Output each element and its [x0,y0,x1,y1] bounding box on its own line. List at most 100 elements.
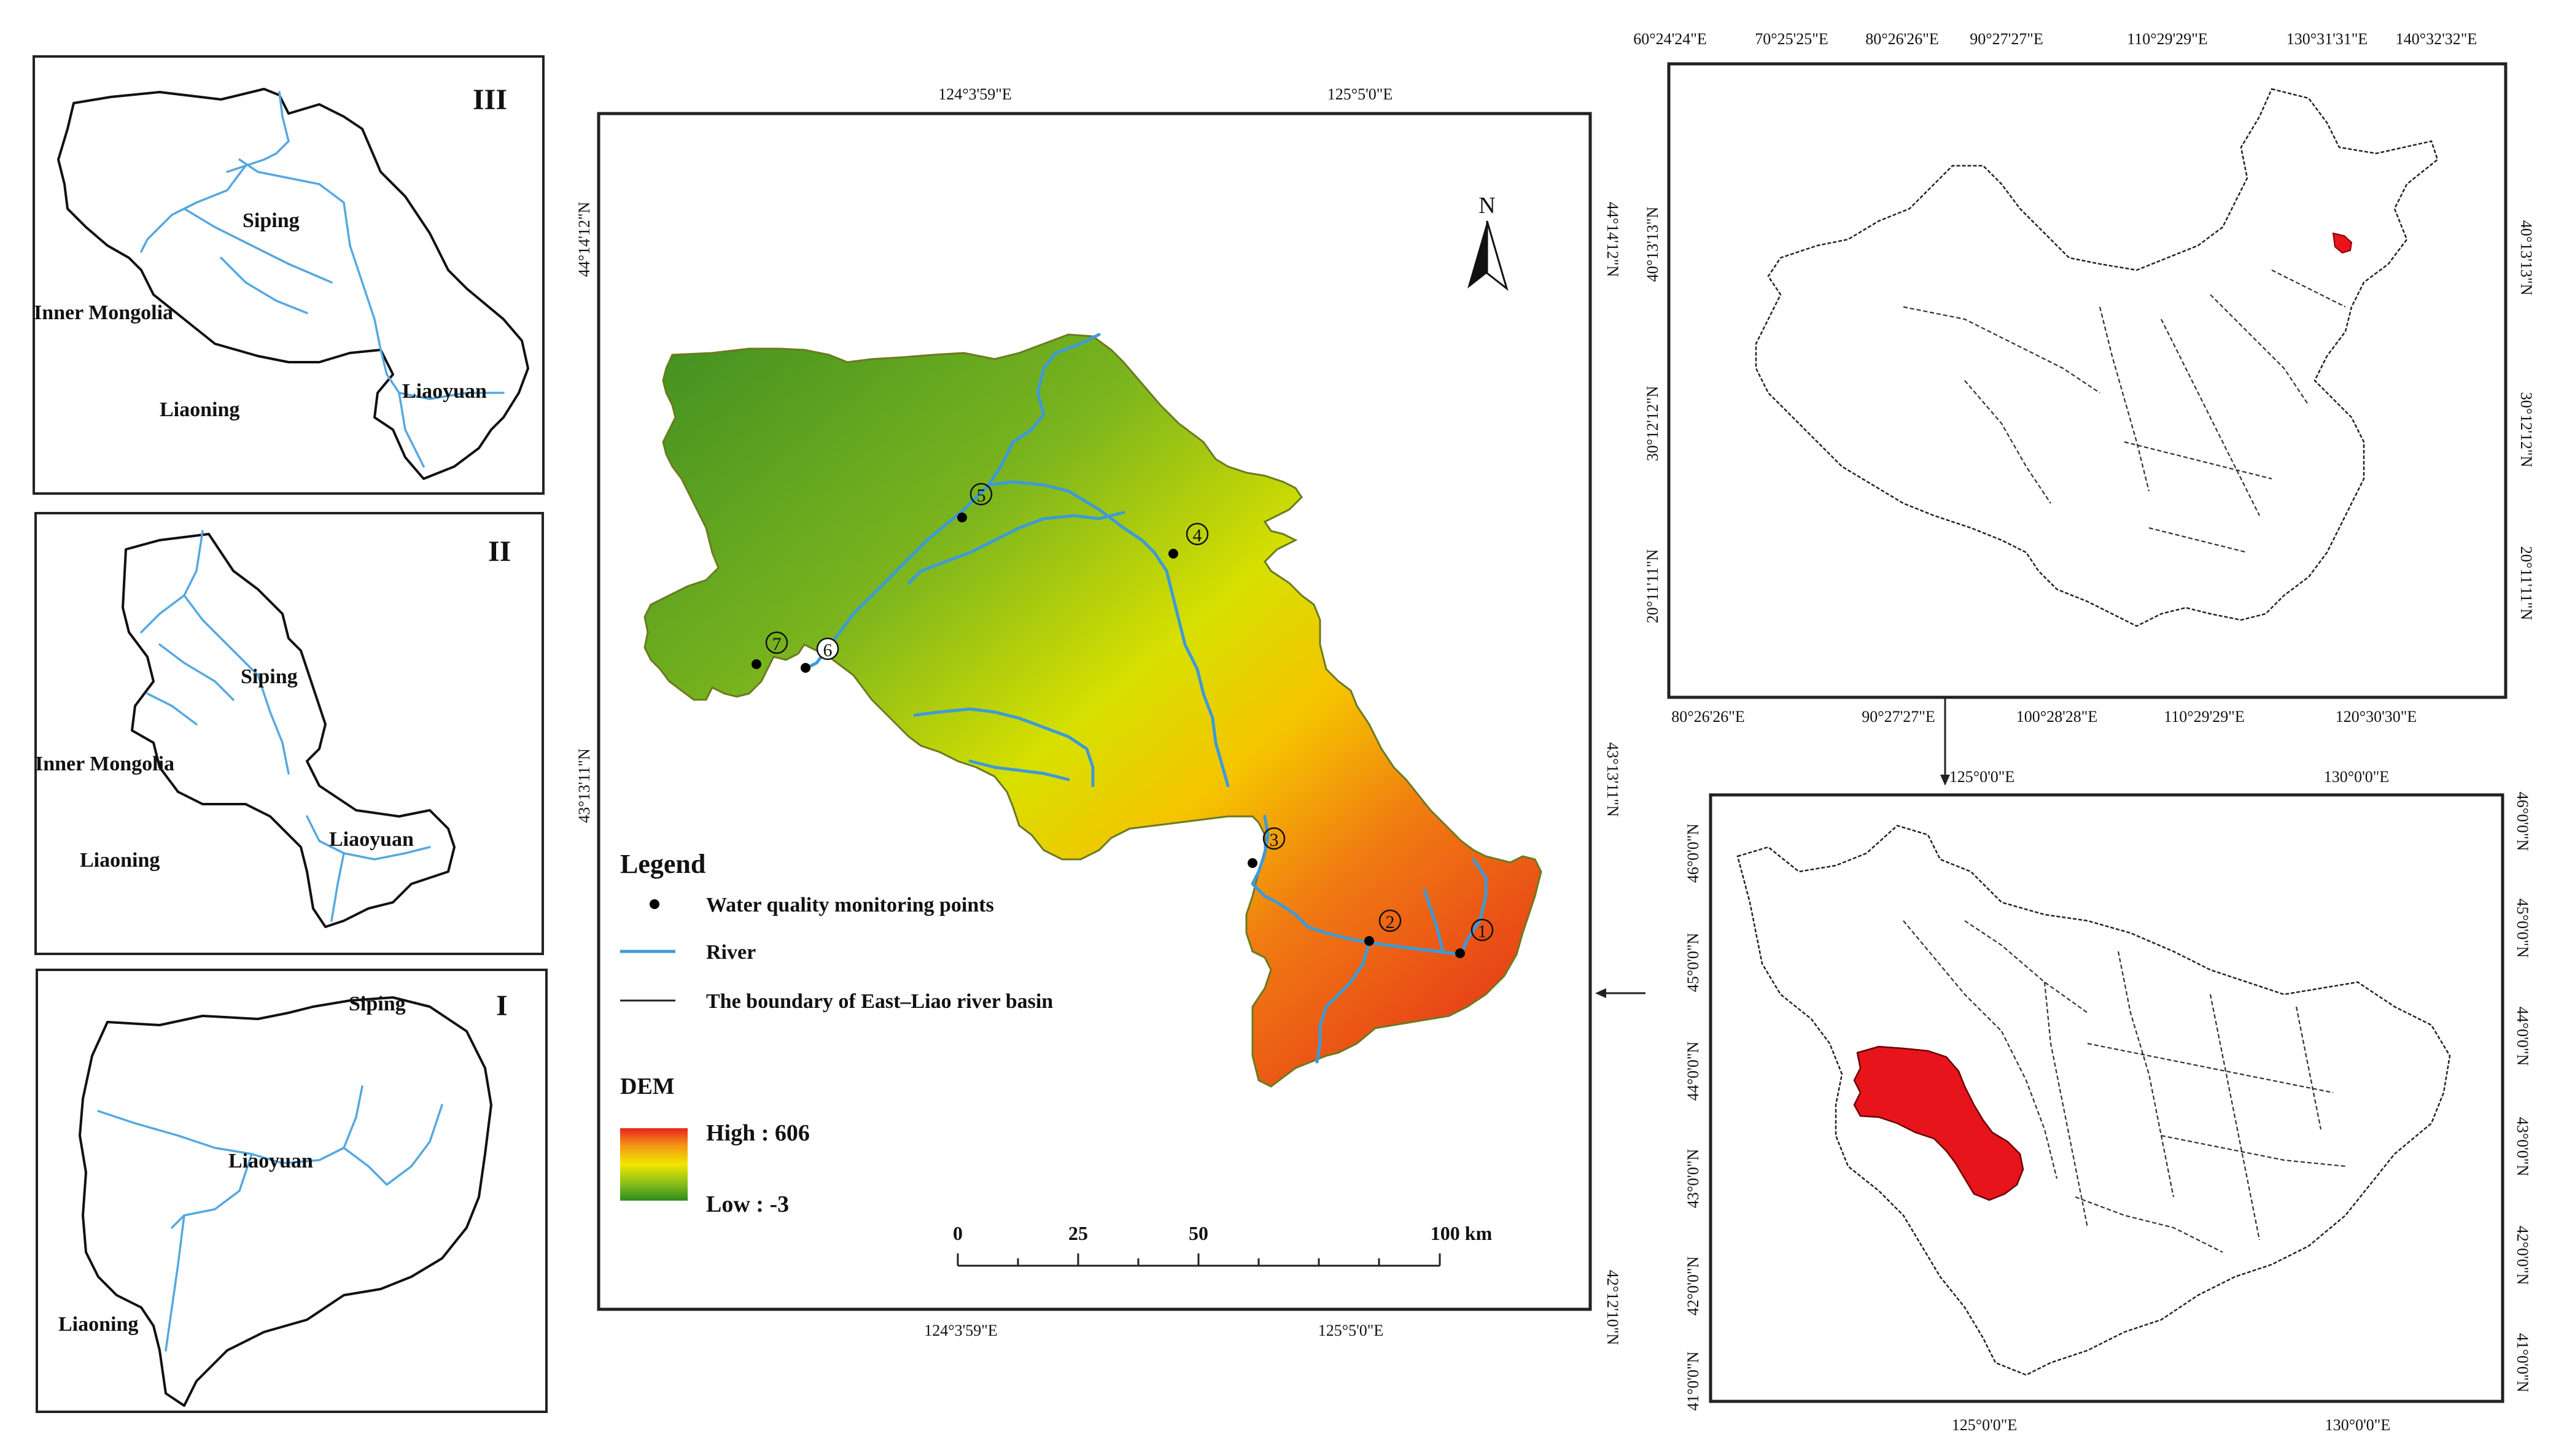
jilin-top-coord-1: 125°0'0"E [1949,768,2015,786]
svg-text:44°0'0"N: 44°0'0"N [2514,1007,2531,1066]
panel-ii-label-liaoning: Liaoning [80,849,160,872]
svg-text:120°30'30"E: 120°30'30"E [2336,708,2417,726]
panel-ii-boundary [122,533,456,928]
legend-points-label: Water quality monitoring points [706,894,994,916]
svg-text:40°13'13"N: 40°13'13"N [1644,207,1661,282]
panel-ii-numeral: II [488,535,511,568]
china-outline [1755,88,2439,627]
monitoring-point-7: 7 [752,631,788,669]
svg-text:45°0'0"N: 45°0'0"N [1684,933,1702,993]
legend-dem-high: High : 606 [706,1120,810,1146]
svg-text:41°0'0"N: 41°0'0"N [1684,1352,1702,1411]
jilin-map: 125°0'0"E 130°0'0"E 125°0'0"E 130°0'0"E … [1684,768,2531,1434]
svg-text:140°32'32"E: 140°32'32"E [2396,30,2477,48]
china-province-lines [1903,269,2346,554]
legend: Legend Water quality monitoring points R… [620,849,1053,1217]
svg-text:80°26'26"E: 80°26'26"E [1671,708,1745,726]
svg-text:46°0'0"N: 46°0'0"N [1684,824,1702,883]
basin-dem [643,333,1542,1088]
svg-text:1: 1 [1478,921,1487,942]
jilin-bottom-coord-1: 125°0'0"E [1952,1416,2018,1434]
panel-i-boundary [79,996,492,1407]
panel-i-label-liaoning: Liaoning [58,1313,138,1336]
svg-text:44°0'0"N: 44°0'0"N [1684,1042,1702,1101]
jilin-left-coords: 46°0'0"N 45°0'0"N 44°0'0"N 43°0'0"N 42°0… [1684,824,1702,1411]
panel-ii-label-siping: Siping [241,665,298,688]
svg-text:43°0'0"N: 43°0'0"N [1684,1149,1702,1209]
monitoring-point-5: 5 [957,482,993,522]
legend-river-label: River [706,941,756,964]
china-top-coords: 60°24'24"E 70°25'25"E 80°26'26"E 90°27'2… [1633,30,2477,48]
svg-text:7: 7 [772,634,782,654]
jilin-outline [1736,824,2451,1376]
legend-dem-ramp [620,1128,688,1201]
svg-text:2: 2 [1386,912,1395,932]
panel-iii: III Siping Inner Mongolia Liaoning Liaoy… [33,55,545,495]
legend-dem-low: Low : -3 [706,1191,789,1217]
svg-text:42°0'0"N: 42°0'0"N [2514,1226,2531,1285]
monitoring-point-3: 3 [1248,827,1286,868]
center-top-coord-1: 124°3'59"E [938,85,1012,103]
connector-arrows [1595,699,1950,998]
panel-iii-label-inner-mongolia: Inner Mongolia [34,301,173,324]
panel-iii-label-liaoyuan: Liaoyuan [402,380,487,403]
svg-text:6: 6 [823,640,833,660]
svg-text:45°0'0"N: 45°0'0"N [2514,899,2531,958]
svg-text:30°12'12"N: 30°12'12"N [1644,386,1661,462]
panel-i-rivers [97,1085,443,1352]
north-arrow-icon: N [1467,193,1509,292]
svg-text:60°24'24"E: 60°24'24"E [1633,30,1707,48]
svg-text:40°13'13"N: 40°13'13"N [2517,220,2535,296]
china-map: 60°24'24"E 70°25'25"E 80°26'26"E 90°27'2… [1633,30,2535,726]
jilin-highlight-region [1853,1045,2024,1201]
svg-text:110°29'29"E: 110°29'29"E [2127,30,2208,48]
center-rivers [802,333,1488,1064]
china-bottom-coords: 80°26'26"E 90°27'27"E 100°28'28"E 110°29… [1671,708,2417,726]
china-left-coords: 40°13'13"N 30°12'12"N 20°11'11"N [1644,207,1661,624]
svg-text:30°12'12"N: 30°12'12"N [2517,392,2535,468]
scale-tick-25: 25 [1068,1222,1088,1244]
center-top-coord-2: 125°5'0"E [1327,85,1393,103]
panel-ii: II Siping Inner Mongolia Liaoning Liaoyu… [34,512,544,955]
panel-ii-label-liaoyuan: Liaoyuan [329,828,414,851]
scale-tick-50: 50 [1189,1222,1208,1244]
svg-text:5: 5 [977,486,986,506]
monitoring-point-6: 6 [801,637,839,673]
jilin-top-coord-2: 130°0'0"E [2324,768,2390,786]
center-left-coord-2: 43°13'11"N [575,748,593,823]
scale-tick-0: 0 [953,1222,963,1244]
svg-text:100°28'28"E: 100°28'28"E [2016,708,2098,726]
panel-i-numeral: I [496,989,508,1022]
svg-text:43°0'0"N: 43°0'0"N [2514,1117,2531,1177]
svg-text:130°31'31"E: 130°31'31"E [2286,30,2368,48]
svg-text:42°0'0"N: 42°0'0"N [1684,1257,1702,1316]
panel-i-label-siping: Siping [349,993,406,1015]
legend-title: Legend [620,849,705,879]
svg-text:41°0'0"N: 41°0'0"N [2514,1333,2531,1393]
svg-text:90°27'27"E: 90°27'27"E [1862,708,1935,726]
svg-text:20°11'11"N: 20°11'11"N [1644,549,1661,624]
china-highlight-region [2332,232,2353,254]
svg-text:N: N [1478,193,1495,219]
monitoring-point-4: 4 [1168,522,1209,559]
monitoring-points: 1 2 3 4 5 [752,482,1494,958]
monitoring-point-2: 2 [1364,909,1402,946]
center-bottom-coord-2: 125°5'0"E [1318,1322,1384,1339]
svg-text:70°25'25"E: 70°25'25"E [1755,30,1828,48]
monitoring-point-1: 1 [1455,918,1494,958]
jilin-county-lines [1903,920,2346,1253]
center-right-coord-1: 44°14'12"N [1604,202,1622,277]
jilin-right-coords: 46°0'0"N 45°0'0"N 44°0'0"N 43°0'0"N 42°0… [2514,792,2531,1393]
panel-i-label-liaoyuan: Liaoyuan [228,1150,313,1172]
panel-iii-numeral: III [473,83,507,116]
legend-boundary-label: The boundary of East–Liao river basin [706,990,1053,1013]
legend-dem-title: DEM [620,1074,675,1099]
panel-iii-label-siping: Siping [243,209,300,232]
scale-bar: 0 25 50 100 km [953,1222,1493,1267]
panel-iii-rivers [140,91,505,468]
svg-text:110°29'29"E: 110°29'29"E [2164,708,2245,726]
panel-iii-label-liaoning: Liaoning [160,398,239,421]
panel-iii-boundary [57,88,529,480]
panel-ii-label-inner-mongolia: Inner Mongolia [35,753,174,775]
jilin-bottom-coord-2: 130°0'0"E [2325,1416,2391,1434]
